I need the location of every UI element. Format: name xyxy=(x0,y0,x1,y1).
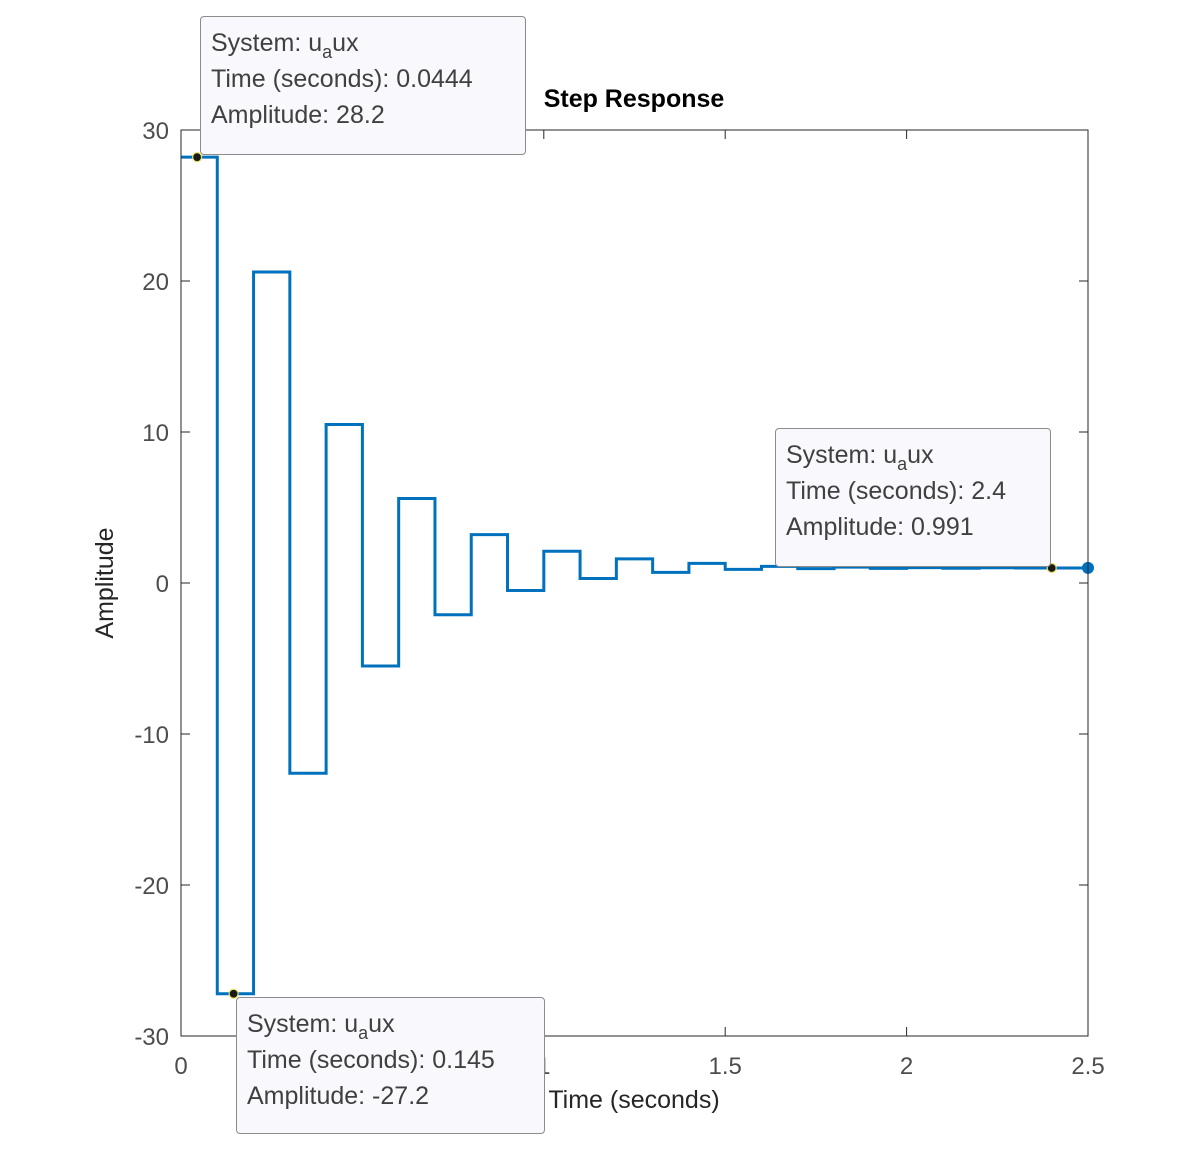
series-line-u-aux xyxy=(181,155,1090,996)
x-tick-label: 2.5 xyxy=(1071,1053,1104,1080)
datatip-end[interactable]: System: uaux Time (seconds): 2.4 Amplitu… xyxy=(775,428,1051,567)
y-tick-label: 30 xyxy=(142,118,169,145)
datatip-min[interactable]: System: uaux Time (seconds): 0.145 Ampli… xyxy=(236,997,545,1134)
x-tick-label: 0 xyxy=(174,1053,187,1080)
x-axis-label: Time (seconds) xyxy=(548,1086,719,1114)
y-tick-label: 10 xyxy=(142,420,169,447)
datatip-amplitude: Amplitude: 28.2 xyxy=(211,101,385,129)
datatip-marker[interactable] xyxy=(228,988,239,999)
y-tick-label: 0 xyxy=(156,571,169,598)
y-tick-label: -30 xyxy=(134,1024,169,1051)
y-tick-labels: -30 -20 -10 0 10 20 30 xyxy=(134,118,169,1051)
chart-title: Step Response xyxy=(544,85,725,113)
y-axis-label: Amplitude xyxy=(91,527,119,638)
plot-box xyxy=(180,129,1089,1037)
datatip-system: System: uaux xyxy=(247,1010,395,1043)
datatip-start[interactable]: System: uaux Time (seconds): 0.0444 Ampl… xyxy=(200,16,526,155)
y-tick-label: 20 xyxy=(142,269,169,296)
x-tick-label: 2 xyxy=(900,1053,913,1080)
datatip-system: System: uaux xyxy=(786,441,934,474)
datatip-time: Time (seconds): 2.4 xyxy=(786,477,1006,505)
datatip-time: Time (seconds): 0.0444 xyxy=(211,65,473,93)
datatip-marker[interactable] xyxy=(192,152,203,163)
datatip-amplitude: Amplitude: -27.2 xyxy=(247,1082,430,1110)
datatip-amplitude: Amplitude: 0.991 xyxy=(786,513,974,541)
x-tick-label: 1.5 xyxy=(709,1053,742,1080)
datatip-time: Time (seconds): 0.145 xyxy=(247,1046,495,1074)
plot-area xyxy=(181,130,1088,1036)
y-tick-label: -10 xyxy=(134,722,169,749)
datatip-system: System: uaux xyxy=(211,29,359,62)
y-tick-label: -20 xyxy=(134,873,169,900)
